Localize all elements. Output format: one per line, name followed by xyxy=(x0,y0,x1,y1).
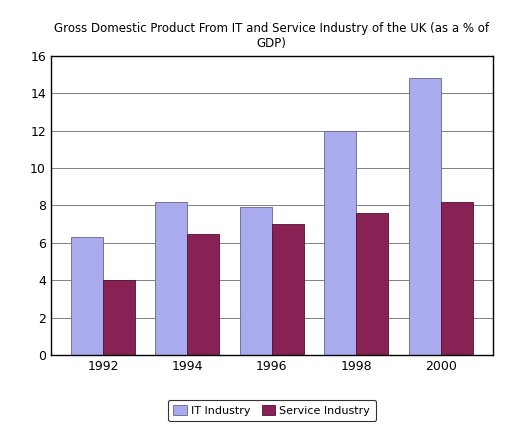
Bar xyxy=(103,280,135,355)
Bar xyxy=(155,202,187,355)
Bar xyxy=(187,234,219,355)
Title: Gross Domestic Product From IT and Service Industry of the UK (as a % of
GDP): Gross Domestic Product From IT and Servi… xyxy=(54,22,489,51)
Bar xyxy=(240,207,272,355)
Bar xyxy=(71,237,103,355)
Bar xyxy=(408,78,440,355)
Bar xyxy=(356,213,388,355)
Bar xyxy=(440,202,472,355)
Legend: IT Industry, Service Industry: IT Industry, Service Industry xyxy=(168,400,376,421)
Bar xyxy=(272,224,304,355)
Bar xyxy=(324,131,356,355)
